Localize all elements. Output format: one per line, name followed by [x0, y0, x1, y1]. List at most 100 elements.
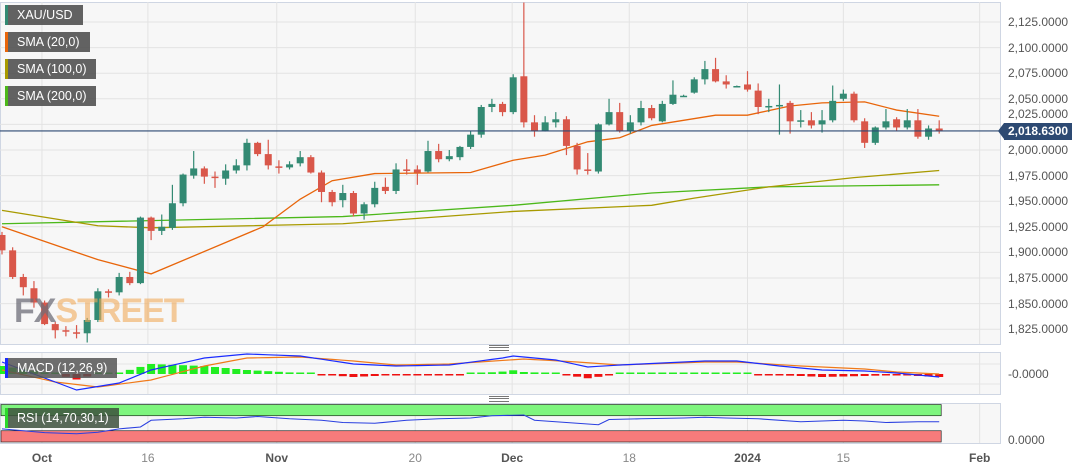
- macd-histogram-bar: [850, 374, 858, 377]
- candle: [712, 57, 720, 83]
- legend-macd[interactable]: MACD (12,26,9): [5, 358, 118, 378]
- macd-histogram-bar: [764, 374, 773, 376]
- rsi-pane-resize-handle[interactable]: [489, 396, 509, 402]
- macd-histogram-bar: [179, 365, 188, 374]
- macd-histogram-bar: [125, 369, 134, 374]
- candle-body: [307, 157, 315, 173]
- candle-body: [562, 119, 570, 146]
- legend-rsi[interactable]: RSI (14,70,30,1): [5, 408, 119, 428]
- legend-sma200[interactable]: SMA (200,0): [5, 86, 97, 106]
- macd-histogram-bar: [381, 374, 390, 376]
- macd-histogram-bar: [551, 372, 560, 374]
- y-tick-label: 1,950.0000: [1008, 194, 1069, 209]
- candle-body: [349, 193, 357, 214]
- candle: [754, 83, 762, 115]
- candle-body: [158, 226, 166, 231]
- candle-body: [94, 291, 102, 320]
- candle-body: [179, 174, 187, 204]
- candle: [456, 145, 464, 161]
- candle-body: [839, 93, 847, 99]
- candle: [19, 273, 27, 296]
- candle-body: [850, 93, 858, 121]
- candle: [520, 2, 528, 128]
- candle-body: [51, 324, 59, 331]
- macd-histogram-bar: [317, 374, 326, 376]
- legend-sma20[interactable]: SMA (20,0): [5, 32, 90, 52]
- candle: [573, 142, 581, 175]
- candle-body: [765, 105, 773, 108]
- macd-histogram-bar: [828, 374, 837, 377]
- macd-histogram-bar: [413, 374, 422, 376]
- macd-histogram-bar: [242, 370, 251, 374]
- x-tick-label: Dec: [501, 451, 524, 465]
- y-tick-label: 2,125.0000: [1008, 15, 1069, 29]
- candle: [584, 153, 592, 175]
- candle: [818, 110, 826, 133]
- macd-histogram-bar: [477, 372, 486, 374]
- candle-body: [680, 95, 688, 98]
- candle-body: [573, 145, 581, 170]
- candle-body: [605, 112, 613, 125]
- legend-sma100[interactable]: SMA (100,0): [5, 59, 97, 79]
- candle: [605, 98, 613, 126]
- candle: [307, 155, 315, 174]
- candle: [882, 109, 890, 130]
- candle: [200, 166, 208, 184]
- x-tick-label: 16: [141, 451, 155, 465]
- legend-swatch: [5, 5, 8, 25]
- macd-histogram-bar: [541, 372, 550, 374]
- candle: [392, 163, 400, 195]
- candle: [9, 247, 17, 280]
- y-tick-label: 1,875.0000: [1008, 271, 1069, 285]
- macd-histogram-bar: [498, 371, 507, 374]
- macd-histogram-bar: [700, 372, 709, 374]
- macd-histogram-bar: [594, 374, 603, 377]
- candle-body: [105, 291, 112, 293]
- candle-body: [467, 134, 475, 147]
- main-pane: [0, 2, 1001, 345]
- legend-label: SMA (200,0): [17, 89, 87, 103]
- macd-histogram-bar: [338, 374, 347, 377]
- candle: [115, 272, 123, 296]
- macd-histogram-bar: [668, 372, 677, 374]
- legend-label: SMA (20,0): [17, 35, 80, 49]
- candle-body: [818, 120, 826, 125]
- macd-histogram-bar: [871, 374, 880, 376]
- legend-label: MACD (12,26,9): [17, 361, 108, 375]
- candle-body: [935, 128, 943, 131]
- candle: [41, 300, 49, 326]
- candle: [839, 89, 847, 101]
- candle-body: [9, 250, 17, 277]
- candle-body: [871, 127, 879, 143]
- macd-histogram-bar: [455, 374, 464, 376]
- candle: [179, 173, 187, 207]
- current-price-tag: 2,018.6300: [997, 123, 1073, 140]
- macd-histogram-bar: [221, 368, 230, 374]
- macd-histogram-bar: [690, 372, 699, 374]
- y-tick-label: 2,075.0000: [1008, 66, 1069, 81]
- candle-body: [477, 106, 485, 135]
- candle: [381, 177, 389, 195]
- macd-histogram-bar: [807, 374, 816, 377]
- candle-body: [211, 176, 219, 179]
- candle-body: [775, 104, 783, 107]
- candle-body: [509, 77, 517, 113]
- macd-histogram-bar: [168, 364, 177, 374]
- candle: [211, 171, 219, 188]
- macd-pane-resize-handle[interactable]: [489, 345, 509, 351]
- legend-xauusd[interactable]: XAU/USD: [5, 5, 83, 25]
- candle-body: [0, 234, 6, 251]
- macd-histogram-bar: [626, 372, 635, 374]
- candle-body: [456, 146, 464, 158]
- candle: [349, 190, 357, 217]
- candle: [360, 202, 368, 220]
- legend-swatch: [5, 408, 8, 428]
- macd-histogram-bar: [743, 372, 752, 374]
- candle-body: [360, 204, 368, 214]
- legend-label: XAU/USD: [17, 8, 73, 22]
- y-tick-label: 1,975.0000: [1008, 168, 1069, 183]
- macd-histogram-bar: [839, 374, 848, 377]
- candle: [552, 112, 560, 128]
